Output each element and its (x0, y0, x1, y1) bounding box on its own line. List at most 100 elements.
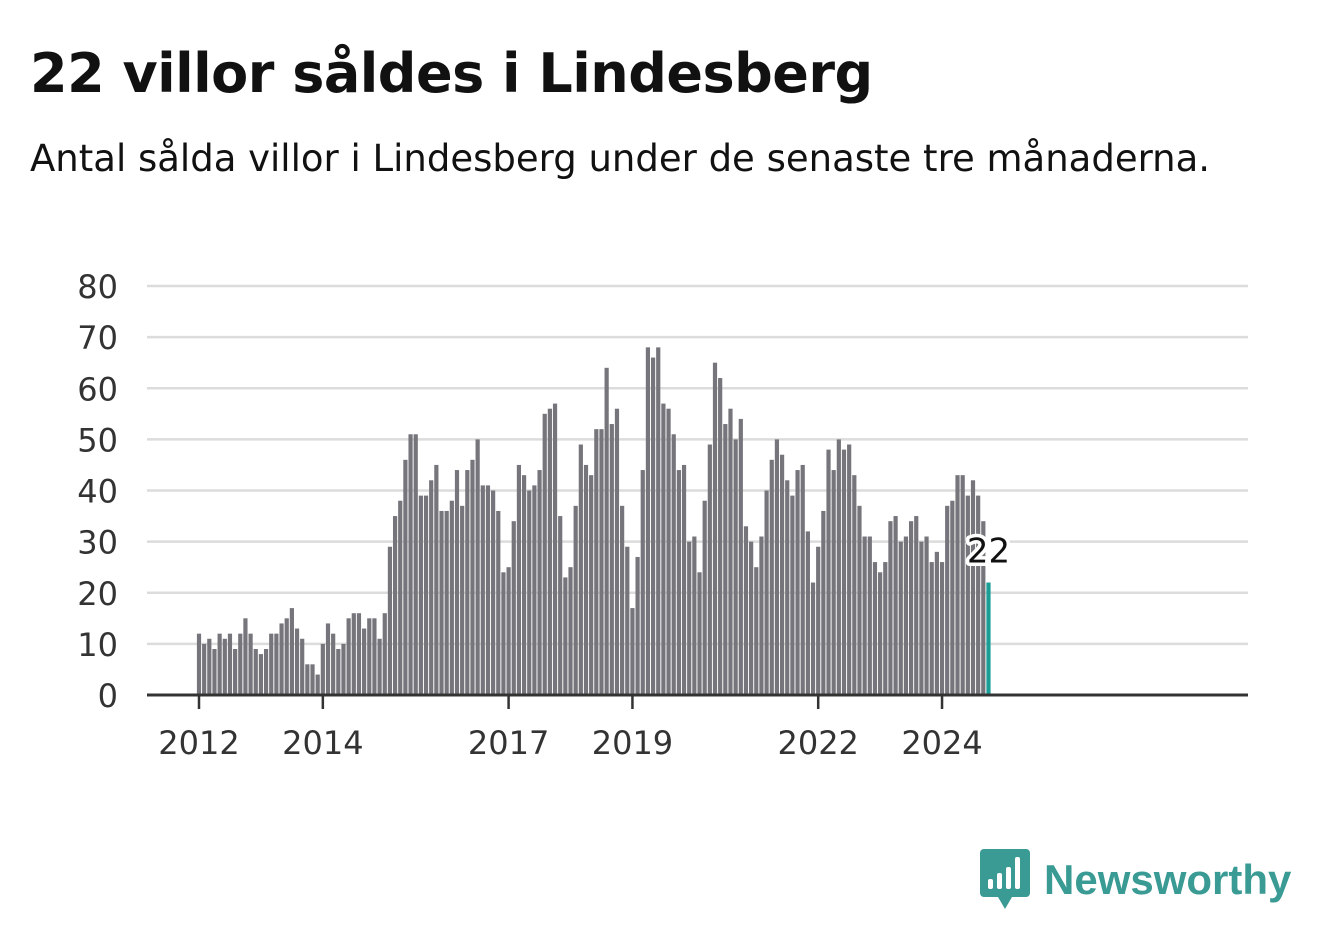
bar (800, 464, 805, 695)
bar (867, 536, 872, 695)
bar (387, 546, 393, 695)
brand-name: Newsworthy (1044, 856, 1292, 903)
bar (516, 464, 522, 695)
bar (382, 613, 387, 695)
newsworthy-logo-icon (980, 849, 1030, 909)
bar (723, 424, 728, 695)
bar (841, 449, 847, 695)
bar (640, 470, 645, 695)
bar (857, 505, 862, 695)
bar (847, 444, 852, 695)
bar (635, 556, 640, 695)
bar (589, 475, 594, 695)
bar (253, 648, 258, 695)
bar (970, 480, 976, 695)
bar (620, 505, 625, 695)
bar (836, 439, 841, 695)
bar (950, 500, 955, 695)
bar (888, 521, 893, 695)
bar (759, 536, 764, 695)
bar (594, 429, 599, 695)
bar (924, 536, 929, 695)
bar (532, 485, 537, 695)
bar (351, 613, 356, 695)
bar (697, 572, 702, 695)
bar (460, 505, 465, 695)
y-tick-label-20: 20 (77, 575, 118, 613)
bar (434, 464, 439, 695)
bar (521, 475, 527, 695)
bar (475, 439, 480, 695)
bar (331, 633, 336, 695)
bar (609, 424, 614, 695)
y-tick-label-0: 0 (98, 677, 118, 715)
bar (558, 516, 563, 695)
bar (676, 470, 681, 695)
x-tick-label-2012: 2012 (158, 724, 239, 762)
bar (785, 480, 790, 695)
bar (816, 546, 821, 695)
bar (408, 434, 413, 695)
bar (903, 536, 909, 695)
bar (506, 567, 511, 695)
brand-logo: Newsworthy (980, 848, 1291, 912)
bar (707, 444, 712, 695)
bar (656, 347, 661, 695)
bar (883, 562, 888, 695)
bar (578, 444, 583, 695)
bar (945, 505, 950, 695)
bar (454, 470, 460, 695)
bar (878, 572, 883, 695)
bars (196, 347, 991, 695)
bar (630, 608, 635, 695)
bar (934, 551, 939, 695)
bar (496, 510, 501, 695)
bar (300, 638, 305, 695)
y-tick-label-60: 60 (77, 370, 118, 408)
bar (599, 429, 604, 695)
bar (650, 357, 656, 695)
bar (666, 408, 671, 695)
bar (284, 618, 289, 695)
bar (243, 618, 248, 695)
bar (965, 495, 970, 695)
bar (754, 567, 759, 695)
bar (356, 613, 362, 695)
bar (258, 654, 264, 695)
y-tick-label-70: 70 (77, 319, 118, 357)
bar (336, 648, 341, 695)
bar (645, 347, 651, 695)
chart-subtitle: Antal sålda villor i Lindesberg under de… (30, 137, 1211, 180)
bar (465, 470, 470, 695)
bar (872, 562, 878, 695)
bar (743, 526, 749, 695)
bar (196, 633, 202, 695)
bar (779, 454, 785, 695)
bar (795, 470, 800, 695)
bar (893, 516, 898, 695)
bar (733, 439, 738, 695)
bar (537, 470, 542, 695)
y-axis-ticks: 0 10 20 30 40 50 60 70 80 (77, 268, 118, 715)
bar (898, 541, 903, 695)
bar (367, 618, 372, 695)
bar (294, 628, 300, 695)
bar (320, 643, 325, 695)
bar (764, 490, 769, 695)
bar (238, 633, 243, 695)
bar (614, 408, 620, 695)
bar (444, 510, 449, 695)
highlight-label: 22 (967, 532, 1010, 572)
y-tick-label-10: 10 (77, 626, 118, 664)
bar (955, 475, 960, 695)
bar (986, 582, 991, 695)
bar (413, 434, 418, 695)
bar (418, 495, 423, 695)
x-tick-label-2024: 2024 (901, 724, 982, 762)
bar (491, 490, 496, 695)
y-tick-label-80: 80 (77, 268, 118, 306)
bar (810, 582, 816, 695)
bar (227, 633, 233, 695)
bar (263, 648, 269, 695)
bar (398, 500, 403, 695)
